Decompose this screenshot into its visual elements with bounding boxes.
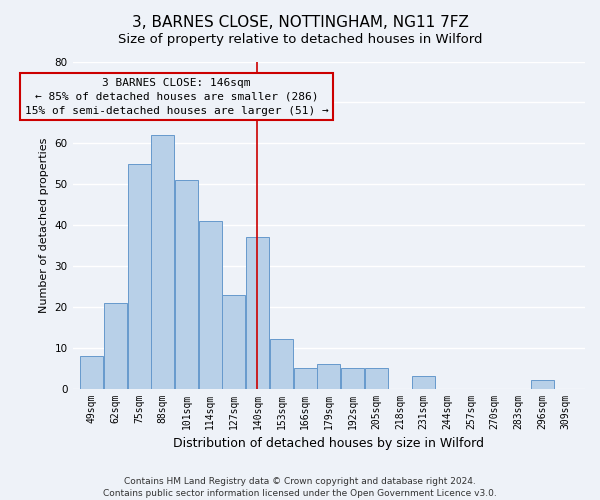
Bar — [128, 164, 151, 388]
Bar — [293, 368, 317, 388]
Y-axis label: Number of detached properties: Number of detached properties — [39, 138, 49, 312]
Bar — [80, 356, 103, 388]
Bar — [223, 294, 245, 388]
Bar — [246, 238, 269, 388]
Bar — [199, 221, 222, 388]
Text: 3, BARNES CLOSE, NOTTINGHAM, NG11 7FZ: 3, BARNES CLOSE, NOTTINGHAM, NG11 7FZ — [131, 15, 469, 30]
Text: Contains HM Land Registry data © Crown copyright and database right 2024.
Contai: Contains HM Land Registry data © Crown c… — [103, 476, 497, 498]
Bar — [341, 368, 364, 388]
Bar — [530, 380, 554, 388]
Bar — [270, 340, 293, 388]
Text: 3 BARNES CLOSE: 146sqm
← 85% of detached houses are smaller (286)
15% of semi-de: 3 BARNES CLOSE: 146sqm ← 85% of detached… — [25, 78, 328, 116]
Text: Size of property relative to detached houses in Wilford: Size of property relative to detached ho… — [118, 32, 482, 46]
Bar — [412, 376, 435, 388]
Bar — [151, 135, 175, 388]
Bar — [104, 302, 127, 388]
Bar — [175, 180, 198, 388]
Bar — [365, 368, 388, 388]
Bar — [317, 364, 340, 388]
X-axis label: Distribution of detached houses by size in Wilford: Distribution of detached houses by size … — [173, 437, 484, 450]
